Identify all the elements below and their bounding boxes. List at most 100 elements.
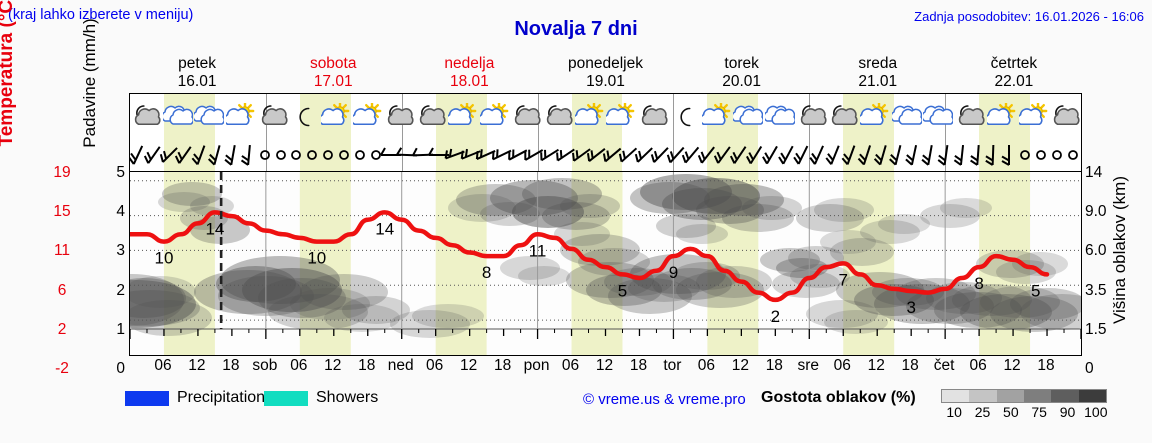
wind-barb-icon (444, 138, 465, 171)
calm-wind-icon (352, 138, 368, 171)
cloud-blob-2 (130, 278, 186, 318)
day-date: 19.01 (586, 73, 625, 90)
cloud-blob-77 (990, 296, 1078, 332)
temperature-tick-0: 19 (53, 164, 71, 181)
cloud-blob-62 (796, 204, 864, 232)
wind-barb-icon (159, 138, 178, 171)
cloud-blob-5 (130, 300, 212, 336)
cloud-blob-50 (672, 178, 760, 214)
cloud-blob-83 (940, 198, 992, 218)
cloud-blob-30 (542, 202, 610, 230)
sun-cloud-icon (1018, 95, 1050, 139)
cloud-blob-23 (412, 304, 484, 328)
wind-barb-icon (524, 138, 544, 171)
chart-day-separators (130, 172, 1081, 339)
day-name: ponedeljek (568, 55, 643, 72)
copyright-text[interactable]: © vreme.us & vreme.pro (583, 391, 746, 408)
cloud-blob-59 (788, 246, 844, 270)
day-name: petek (178, 55, 217, 72)
cloud-blob-31 (560, 194, 620, 218)
calm-wind-icon (288, 138, 304, 171)
wind-barb-icon (540, 138, 559, 171)
cloud-blob-15 (242, 268, 342, 312)
precipitation-legend-label: Precipitation (177, 389, 266, 406)
day-separator-5 (809, 94, 811, 171)
cloud-density-swatch-2 (996, 390, 1024, 402)
cloud-blob-79 (1020, 294, 1081, 330)
wind-barb-icon (969, 138, 986, 171)
time-label-10: 18 (493, 357, 512, 374)
calm-wind-icon (257, 138, 273, 171)
day-header-2: nedelja 18.01 (401, 55, 537, 92)
sun-cloud-icon (606, 95, 638, 139)
cloud-height-axis-ticks: 14 9.0 6.0 3.5 1.5 0 (1085, 164, 1121, 377)
cloud-density-field (130, 174, 1081, 338)
wind-barb-icon (618, 138, 638, 171)
cloud-blob-21 (342, 296, 410, 324)
time-label-15: tor (663, 357, 682, 374)
cloud-density-swatch-1 (969, 390, 997, 402)
temperature-value-labels: 101410148115927385106 (155, 219, 1041, 325)
temp-label-0: 10 (155, 249, 174, 268)
cloud-blob-86 (1012, 252, 1068, 276)
calm-wind-icon (320, 138, 336, 171)
cloud-height-tick-5: 0 (1085, 360, 1094, 377)
cloud-blob-40 (608, 278, 692, 314)
cloud-blob-24 (448, 194, 516, 222)
day-header-5: sreda 21.01 (810, 55, 946, 92)
cloud-blob-64 (820, 230, 876, 254)
wind-barb-icon (476, 138, 497, 171)
weather-icon-row (130, 95, 1081, 139)
cloud-blob-43 (652, 268, 732, 300)
chart-daylight-band-0 (163, 172, 215, 355)
cloud-height-tick-1: 9.0 (1085, 203, 1107, 221)
cloud-blob-29 (522, 178, 602, 210)
forecast-chart: 101410148115927385106 (129, 172, 1082, 356)
time-label-22: 18 (901, 357, 919, 374)
cloud-blob-53 (722, 204, 794, 232)
cloud-blob-70 (896, 278, 976, 310)
calm-wind-icon (1049, 138, 1065, 171)
wind-barb-icon (793, 138, 811, 171)
day-name: nedelja (444, 55, 495, 72)
cloud-density-step-0: 10 (946, 404, 962, 420)
wind-barb-icon (571, 138, 591, 171)
day-separator-6 (945, 94, 947, 171)
day-date: 16.01 (177, 73, 217, 90)
cloud-blob-12 (216, 266, 296, 302)
time-label-6: 18 (358, 357, 376, 374)
moon-cloud-icon (1049, 95, 1081, 139)
wind-barb-icon (603, 138, 622, 171)
time-label-4: 06 (290, 357, 308, 374)
cloud-blob-7 (162, 182, 222, 206)
cloud-blob-4 (130, 276, 196, 308)
cloud-blob-6 (158, 192, 210, 212)
moon-cloud-icon (384, 95, 416, 139)
cloud-blob-20 (324, 304, 400, 332)
cloud-blob-63 (814, 198, 874, 222)
precipitation-tick-2: 3 (116, 242, 125, 260)
wind-barb-icon (650, 138, 669, 171)
calm-wind-icon (304, 138, 320, 171)
sun-cloud-icon (859, 95, 891, 139)
cloud-blob-41 (628, 274, 700, 302)
temp-label-9: 7 (839, 270, 848, 289)
moon-cloud-icon (954, 95, 986, 139)
wind-barb-icon (729, 138, 748, 171)
daylight-band-5 (843, 94, 895, 171)
moon-cloud-icon (257, 95, 289, 139)
moon-cloud-icon (796, 95, 828, 139)
time-label-9: 12 (460, 357, 478, 374)
calm-wind-icon (336, 138, 352, 171)
cloud-height-tick-3: 3.5 (1085, 281, 1107, 299)
sun-cloud-icon (701, 95, 733, 139)
cloud-height-tick-4: 1.5 (1085, 320, 1107, 338)
day-name: sobota (309, 55, 357, 72)
cloud-height-tick-2: 6.0 (1085, 242, 1107, 260)
cloud-height-tick-0: 14 (1085, 164, 1103, 181)
wind-barb-icon (921, 138, 938, 171)
legend-showers: Showers (264, 389, 378, 407)
time-label-20: 06 (833, 357, 851, 374)
chart-night-bands (163, 172, 1031, 355)
day-date: 20.01 (722, 73, 762, 90)
